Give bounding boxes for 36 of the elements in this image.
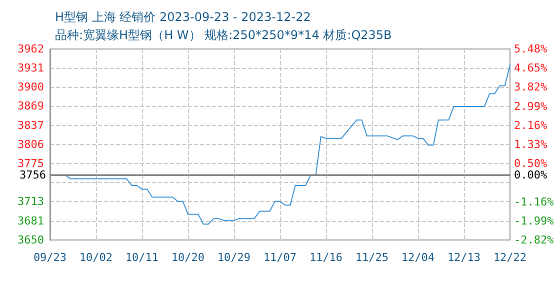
- y2-tick-label: 0.00%: [514, 168, 548, 182]
- y2-tick-label: 1.33%: [514, 138, 548, 151]
- chart-title: H型钢 上海 经销价 2023-09-23 - 2023-12-22: [55, 10, 311, 24]
- y2-tick-label: 3.82%: [514, 80, 548, 94]
- y-tick-label: 3962: [18, 42, 44, 56]
- x-tick-label: 12/13: [447, 251, 481, 264]
- y-tick-label: 3775: [18, 157, 44, 170]
- x-tick-label: 11/25: [355, 251, 389, 264]
- y2-tick-label: -1.16%: [514, 195, 554, 208]
- ref-line-label: 3756: [20, 168, 46, 182]
- x-tick-label: 11/07: [263, 251, 297, 264]
- x-tick-label: 10/29: [217, 251, 251, 264]
- y-tick-label: 3650: [18, 234, 44, 246]
- line-series: [50, 64, 510, 225]
- x-tick-label: 10/02: [79, 251, 113, 264]
- y-tick-label: 3713: [18, 194, 44, 208]
- y-tick-label: 3931: [18, 62, 44, 75]
- x-tick-label: 11/16: [309, 251, 343, 264]
- y2-tick-label: -1.99%: [514, 214, 554, 228]
- x-tick-label: 10/20: [171, 251, 205, 264]
- y-tick-label: 3837: [18, 118, 44, 132]
- y-tick-label: 3681: [18, 214, 44, 228]
- chart-subtitle: 品种:宽翼缘H型钢（H W） 规格:250*250*9*14 材质:Q235B: [55, 28, 392, 42]
- y2-tick-label: 5.48%: [514, 42, 548, 56]
- x-tick-label: 12/04: [401, 251, 435, 264]
- y-tick-label: 3900: [18, 80, 44, 94]
- y2-tick-label: 4.65%: [514, 62, 548, 75]
- y-tick-label: 3806: [18, 138, 44, 151]
- y2-tick-label: 0.50%: [514, 157, 548, 170]
- y2-tick-label: -2.82%: [514, 234, 554, 246]
- x-tick-label: 09/23: [33, 251, 67, 264]
- y2-tick-label: 2.99%: [514, 100, 548, 113]
- x-tick-label: 10/11: [125, 251, 159, 264]
- y-tick-label: 3869: [18, 99, 44, 112]
- x-tick-label: 12/22: [493, 251, 527, 264]
- y2-tick-label: 2.16%: [514, 118, 548, 132]
